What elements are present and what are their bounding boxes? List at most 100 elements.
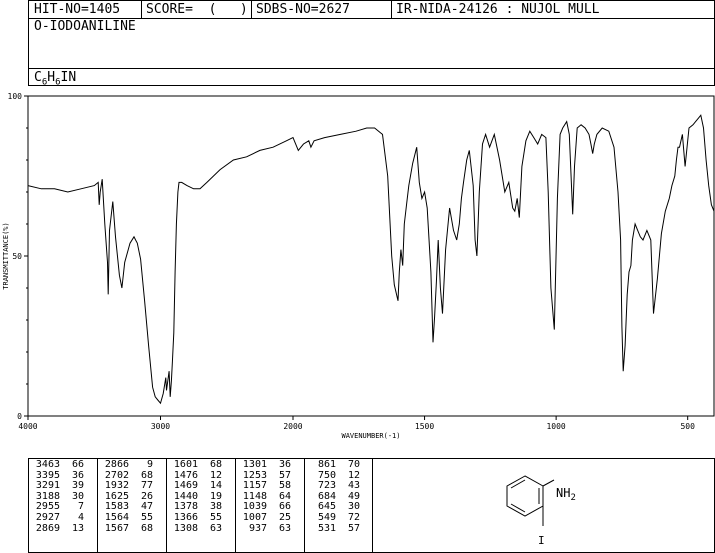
peak-wavenumber: 645 [317,501,336,513]
peak-transmittance: 36 [71,469,84,481]
peak-transmittance: 57 [347,522,360,534]
divider [141,0,142,19]
peak-wavenumber: 1564 [104,511,129,523]
peak-row: 1157 58 [241,481,291,492]
peak-transmittance: 26 [140,490,153,502]
peak-wavenumber: 723 [317,480,336,492]
peak-wavenumber: 2955 [35,501,60,513]
peak-transmittance: 4 [77,511,84,523]
peak-transmittance: 19 [209,490,222,502]
peak-wavenumber: 1157 [242,480,267,492]
peak-wavenumber: 1932 [104,480,129,492]
peak-row: 1932 77 [103,481,153,492]
y-tick-label: 0 [17,412,22,421]
peak-row: 1564 55 [103,511,153,524]
table-divider [304,458,305,553]
ir-info: IR-NIDA-24126 : NUJOL MULL [396,2,600,17]
peak-transmittance: 77 [140,480,153,492]
peak-row: 750 12 [310,469,360,482]
peak-transmittance: 39 [71,480,84,492]
peak-transmittance: 38 [209,501,222,513]
x-tick-label: 1500 [415,422,434,431]
plot-frame [27,95,715,417]
peak-wavenumber: 1476 [173,469,198,481]
x-tick-label: 4000 [18,422,37,431]
iodine-label: I [538,534,545,547]
peak-wavenumber: 1253 [242,469,267,481]
peak-transmittance: 25 [278,511,291,523]
x-tick-label: 500 [680,422,695,431]
peak-wavenumber: 3463 [35,459,60,470]
peak-wavenumber: 1308 [173,522,198,534]
peak-wavenumber: 937 [248,522,267,534]
peak-row: 1440 19 [172,490,222,503]
peak-row: 3395 36 [34,469,84,482]
peak-wavenumber: 1366 [173,511,198,523]
peak-row: 684 49 [310,490,360,503]
y-tick-label: 50 [12,252,22,261]
peak-column: 861 70 750 12 723 43 684 49 645 30 549 72 531 57 [310,459,360,534]
peak-transmittance: 63 [209,522,222,534]
peak-transmittance: 66 [278,501,291,513]
table-divider [235,458,236,553]
peak-transmittance: 64 [278,490,291,502]
peak-wavenumber: 3291 [35,480,60,492]
peak-transmittance: 55 [140,511,153,523]
peak-wavenumber: 750 [317,469,336,481]
peak-row: 723 43 [310,481,360,492]
peak-row: 2927 4 [34,511,84,524]
peak-row: 2869 13 [34,522,84,535]
peak-row: 2702 68 [103,469,153,482]
peak-row: 1567 68 [103,522,153,535]
divider [251,0,252,19]
peak-row: 1625 26 [103,490,153,503]
x-tick-label: 2000 [283,422,302,431]
peak-row: 1148 64 [241,490,291,503]
peak-wavenumber: 1469 [173,480,198,492]
peak-wavenumber: 531 [317,522,336,534]
peak-row: 1007 25 [241,511,291,524]
peak-wavenumber: 1378 [173,501,198,513]
peak-wavenumber: 861 [317,459,336,470]
peak-wavenumber: 1039 [242,501,267,513]
peak-transmittance: 13 [71,522,84,534]
peak-transmittance: 58 [278,480,291,492]
amine-label: NH2 [556,486,576,503]
score: SCORE= ( ) [146,2,248,17]
peak-transmittance: 47 [140,501,153,513]
peak-wavenumber: 3395 [35,469,60,481]
peak-wavenumber: 1567 [104,522,129,534]
peak-transmittance: 7 [77,501,84,513]
peak-transmittance: 70 [347,459,360,470]
peak-transmittance: 12 [347,469,360,481]
peak-wavenumber: 1148 [242,490,267,502]
molecular-structure: NH2 I [506,475,576,547]
sdbs-number: SDBS-NO=2627 [256,2,350,17]
peak-transmittance: 9 [146,459,153,470]
peak-wavenumber: 549 [317,511,336,523]
peak-wavenumber: 684 [317,490,336,502]
peak-transmittance: 68 [209,459,222,470]
peak-column: 3463 66 3395 36 3291 39 3188 30 2955 7 2927 4 2869 13 [34,459,84,535]
table-divider [97,458,98,553]
peak-row: 3463 66 [34,459,84,471]
peak-wavenumber: 2702 [104,469,129,481]
peak-transmittance: 66 [71,459,84,470]
peak-transmittance: 30 [347,501,360,513]
y-tick-label: 100 [8,92,23,101]
spectrum-line [27,114,715,405]
peak-row: 1378 38 [172,502,222,513]
peak-row: 3188 30 [34,491,84,503]
peak-row: 1301 36 [241,459,291,471]
y-axis-label: TRANSMITTANCE(%) [2,222,10,289]
peak-wavenumber: 1007 [242,511,267,523]
peak-row: 645 30 [310,502,360,513]
peak-wavenumber: 1301 [242,459,267,470]
peak-row: 937 63 [241,522,291,535]
peak-row: 1253 57 [241,469,291,482]
peak-transmittance: 14 [209,480,222,492]
divider [391,0,392,19]
peak-column: 1301 36 1253 57 1157 58 1148 64 1039 66 1007 25 937 6… [241,459,291,535]
peak-transmittance: 72 [347,511,360,523]
peak-row: 1366 55 [172,511,222,524]
